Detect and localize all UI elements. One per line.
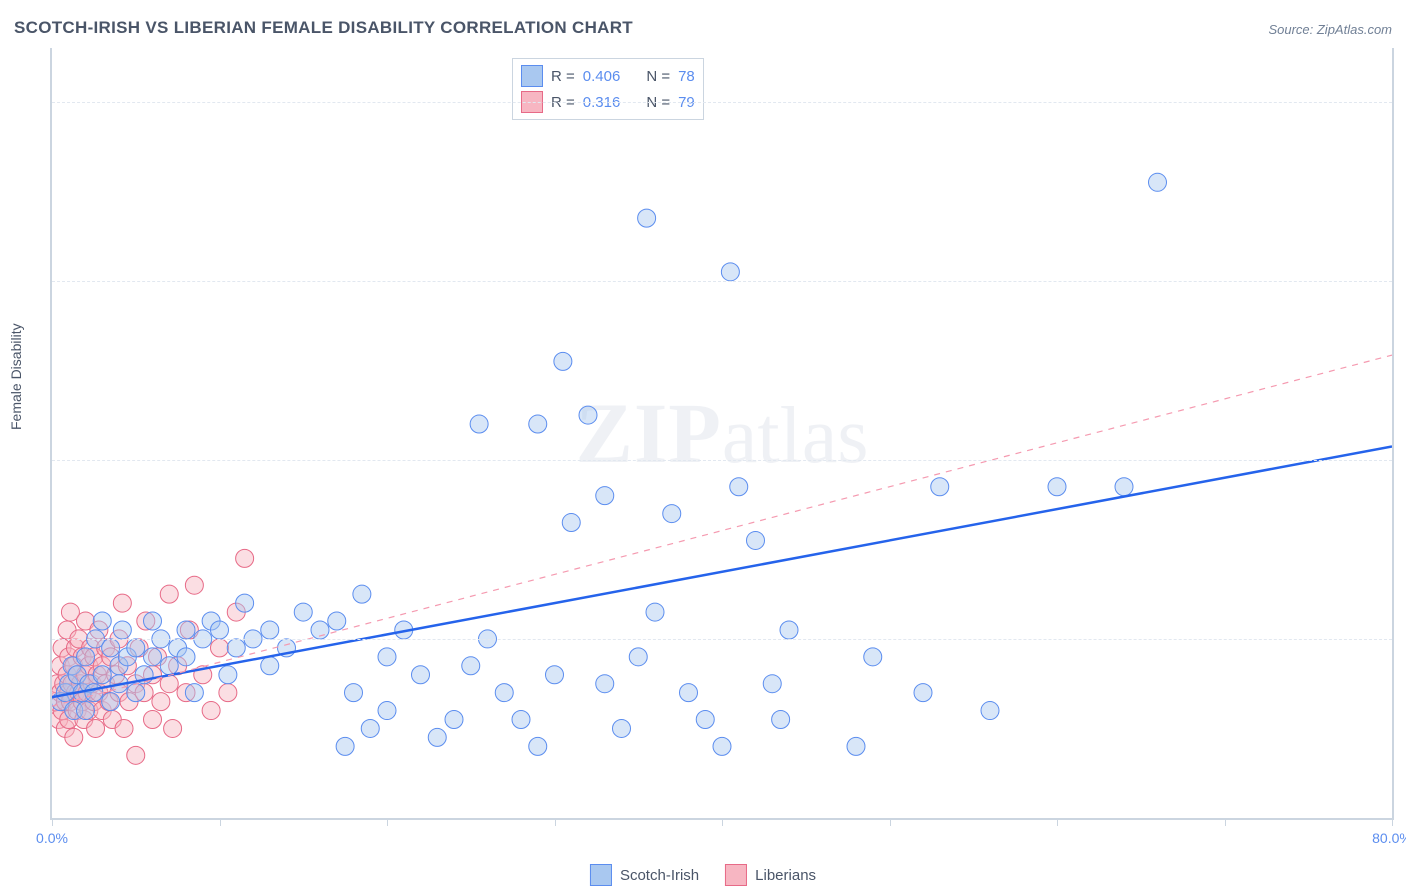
legend-label: Liberians (755, 867, 816, 884)
bottom-legend: Scotch-Irish Liberians (590, 864, 816, 886)
xtick (52, 818, 53, 826)
xtick-label: 0.0% (36, 830, 68, 846)
ytick-label: 40.0% (1402, 452, 1406, 468)
ytick-label: 20.0% (1402, 631, 1406, 647)
swatch-blue (590, 864, 612, 886)
source-text: Source: ZipAtlas.com (1268, 22, 1392, 37)
gridline (52, 639, 1392, 640)
xtick (220, 818, 221, 826)
legend-item-scotch-irish: Scotch-Irish (590, 864, 699, 886)
legend-item-liberians: Liberians (725, 864, 816, 886)
xtick (722, 818, 723, 826)
xtick (555, 818, 556, 826)
xtick (387, 818, 388, 826)
y-axis-label: Female Disability (8, 323, 24, 430)
plot-area: ZIPatlas R = 0.406 N = 78 R = 0.316 N = … (50, 48, 1394, 820)
xtick (890, 818, 891, 826)
chart-title: SCOTCH-IRISH VS LIBERIAN FEMALE DISABILI… (14, 18, 633, 38)
legend-label: Scotch-Irish (620, 867, 699, 884)
scatter-svg (52, 48, 1392, 818)
ytick-label: 80.0% (1402, 94, 1406, 110)
xtick (1225, 818, 1226, 826)
xtick (1392, 818, 1393, 826)
gridline (52, 102, 1392, 103)
gridline (52, 281, 1392, 282)
xtick (1057, 818, 1058, 826)
gridline (52, 460, 1392, 461)
xtick-label: 80.0% (1372, 830, 1406, 846)
ytick-label: 60.0% (1402, 273, 1406, 289)
swatch-pink (725, 864, 747, 886)
